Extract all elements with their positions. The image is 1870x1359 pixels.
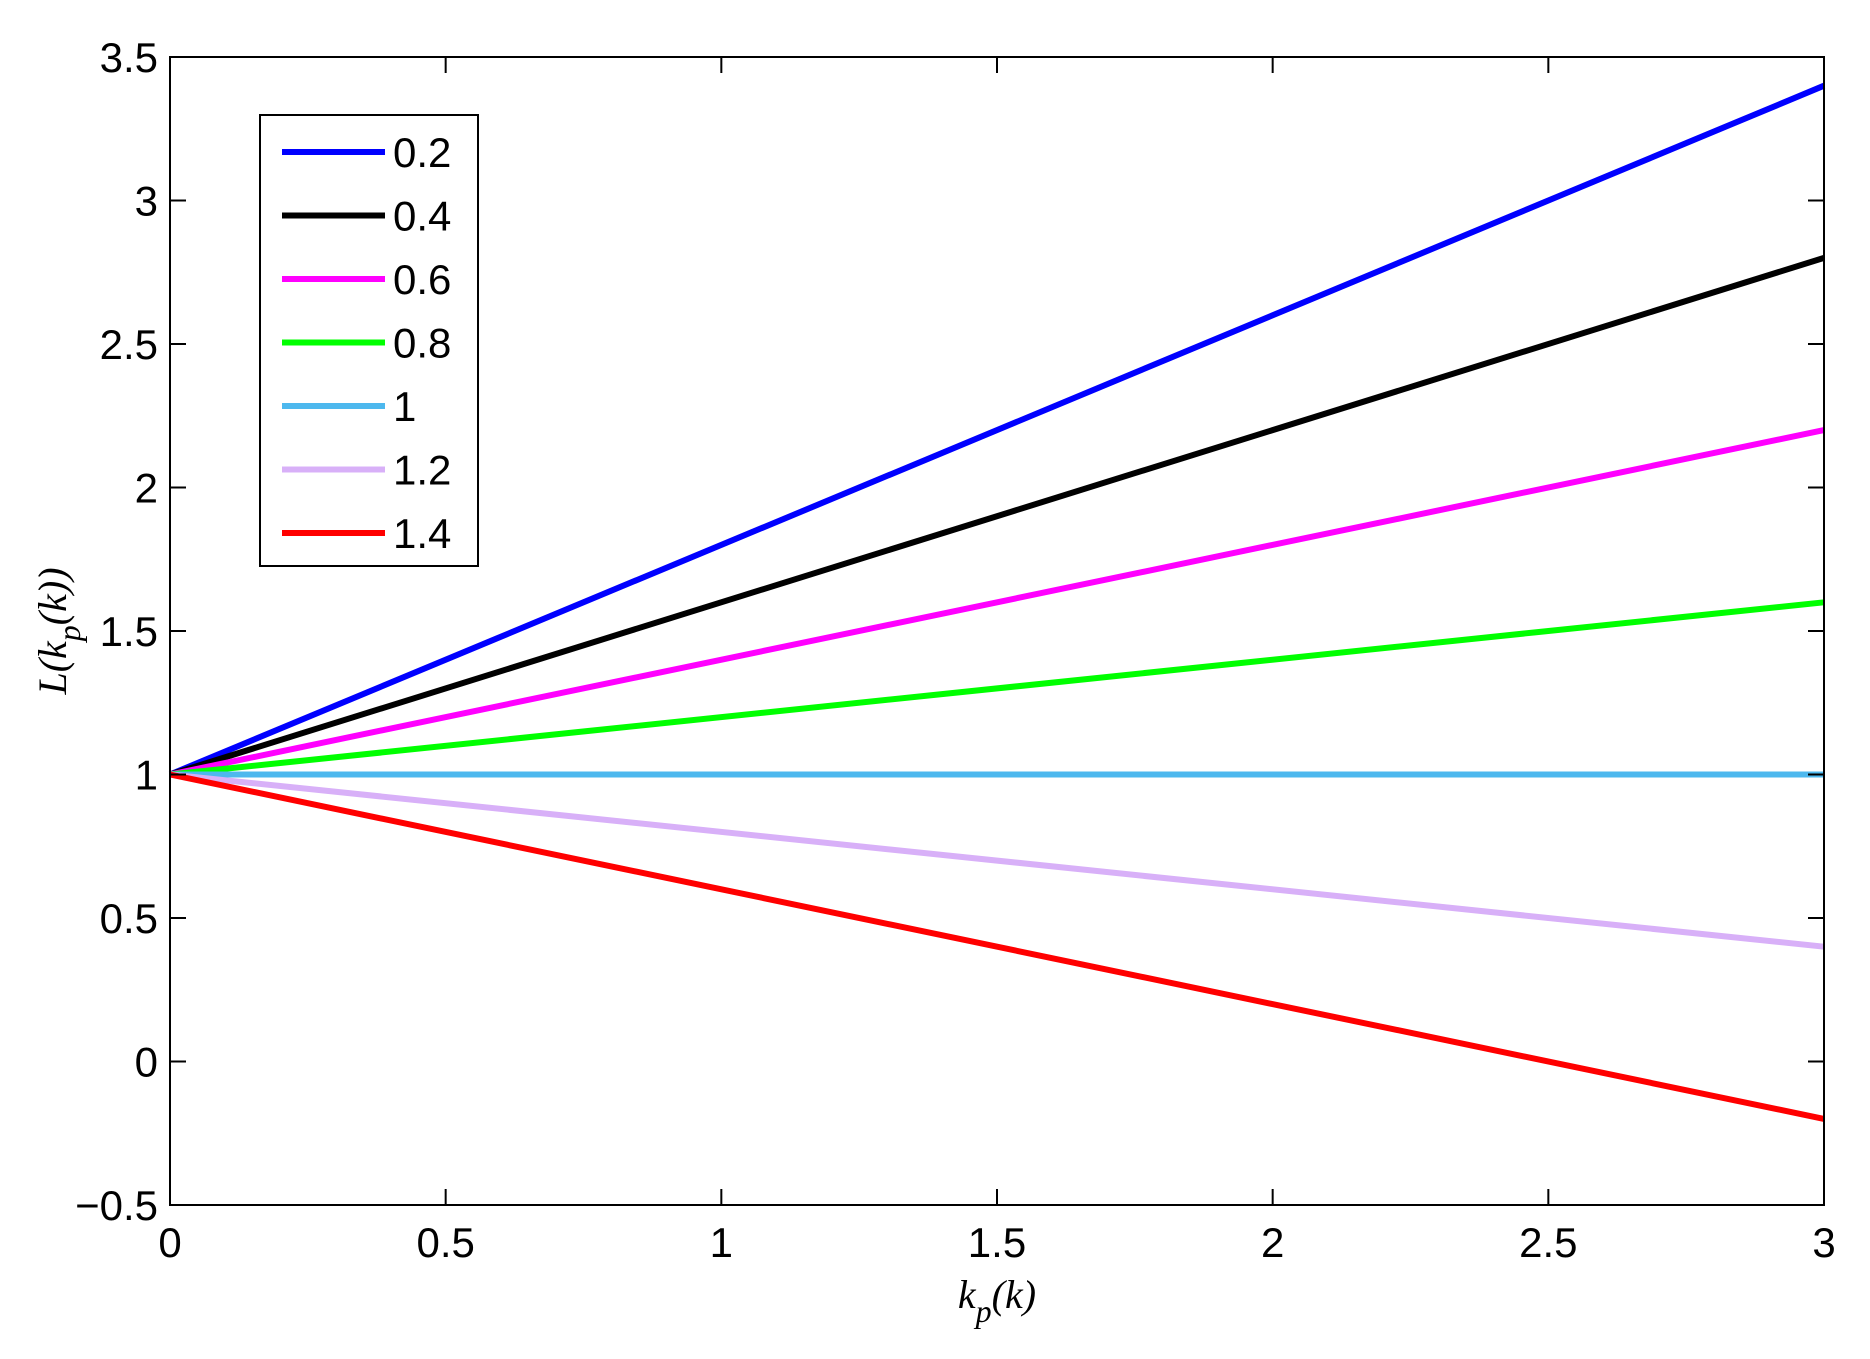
series-line-0.6 (169, 427, 1825, 778)
y-tick-label: 2.5 (100, 321, 158, 368)
x-axis-label: kp(k) (958, 1272, 1036, 1329)
y-tick-label: 1 (135, 752, 158, 799)
legend-label: 0.4 (393, 193, 451, 240)
y-tick-label: 2 (135, 465, 158, 512)
x-tick-label: 0 (158, 1219, 181, 1266)
x-tick-label: 1 (710, 1219, 733, 1266)
series-line-0.8 (169, 599, 1825, 778)
series-line-1.2 (169, 771, 1825, 950)
legend-label: 1 (393, 383, 416, 430)
legend-label: 1.4 (393, 510, 451, 557)
series-line-0.4 (169, 255, 1825, 778)
y-tick-label: −0.5 (75, 1182, 158, 1229)
legend-label: 0.8 (393, 320, 451, 367)
x-tick-label: 2 (1261, 1219, 1284, 1266)
legend-label: 0.6 (393, 256, 451, 303)
series-line-0.2 (168, 82, 1826, 778)
legend-label: 0.2 (393, 129, 451, 176)
plot-frame (169, 56, 1825, 1206)
legend-label: 1.2 (393, 447, 451, 494)
y-tick-label: 1.5 (100, 608, 158, 655)
series-layer (168, 82, 1826, 1122)
ticks-layer: 0 0.5 1 1.5 2 2.5 3−0.500.511.522.533.5 (75, 34, 1836, 1266)
y-tick-label: 3.5 (100, 34, 158, 81)
y-tick-label: 3 (135, 178, 158, 225)
series-line-1.4 (169, 771, 1825, 1122)
x-tick-label: 2.5 (1519, 1219, 1577, 1266)
y-tick-label: 0 (135, 1039, 158, 1086)
x-tick-label: 3 (1812, 1219, 1835, 1266)
legend: 0.2 0.4 0.6 0.8 1 1.2 1.4 (259, 114, 479, 567)
y-axis-label: L(kp(k)) (30, 567, 87, 695)
y-tick-label: 0.5 (100, 895, 158, 942)
x-tick-label: 1.5 (968, 1219, 1026, 1266)
x-tick-label: 0.5 (416, 1219, 474, 1266)
